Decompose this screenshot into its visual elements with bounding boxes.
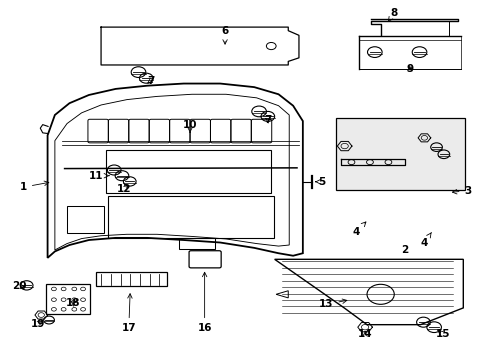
Text: 4: 4 <box>352 222 365 237</box>
Text: 9: 9 <box>406 64 412 73</box>
Text: 4: 4 <box>420 233 430 248</box>
Text: 19: 19 <box>31 319 45 329</box>
Text: 12: 12 <box>117 184 131 194</box>
Text: 10: 10 <box>183 120 197 132</box>
Text: 3: 3 <box>451 186 471 196</box>
Text: 14: 14 <box>357 329 372 339</box>
Text: 7: 7 <box>147 76 155 86</box>
Text: 16: 16 <box>197 272 211 333</box>
Text: 20: 20 <box>13 282 27 292</box>
Text: 6: 6 <box>221 26 228 44</box>
Text: 1: 1 <box>20 181 49 192</box>
Text: 5: 5 <box>315 177 325 187</box>
Text: 18: 18 <box>66 298 81 308</box>
Text: 13: 13 <box>318 299 346 309</box>
FancyBboxPatch shape <box>335 118 464 190</box>
Text: 15: 15 <box>435 329 449 339</box>
Text: 8: 8 <box>387 8 397 21</box>
Text: 11: 11 <box>89 171 109 181</box>
Text: 7: 7 <box>264 115 271 125</box>
Text: 17: 17 <box>121 294 136 333</box>
Text: 2: 2 <box>401 245 408 255</box>
